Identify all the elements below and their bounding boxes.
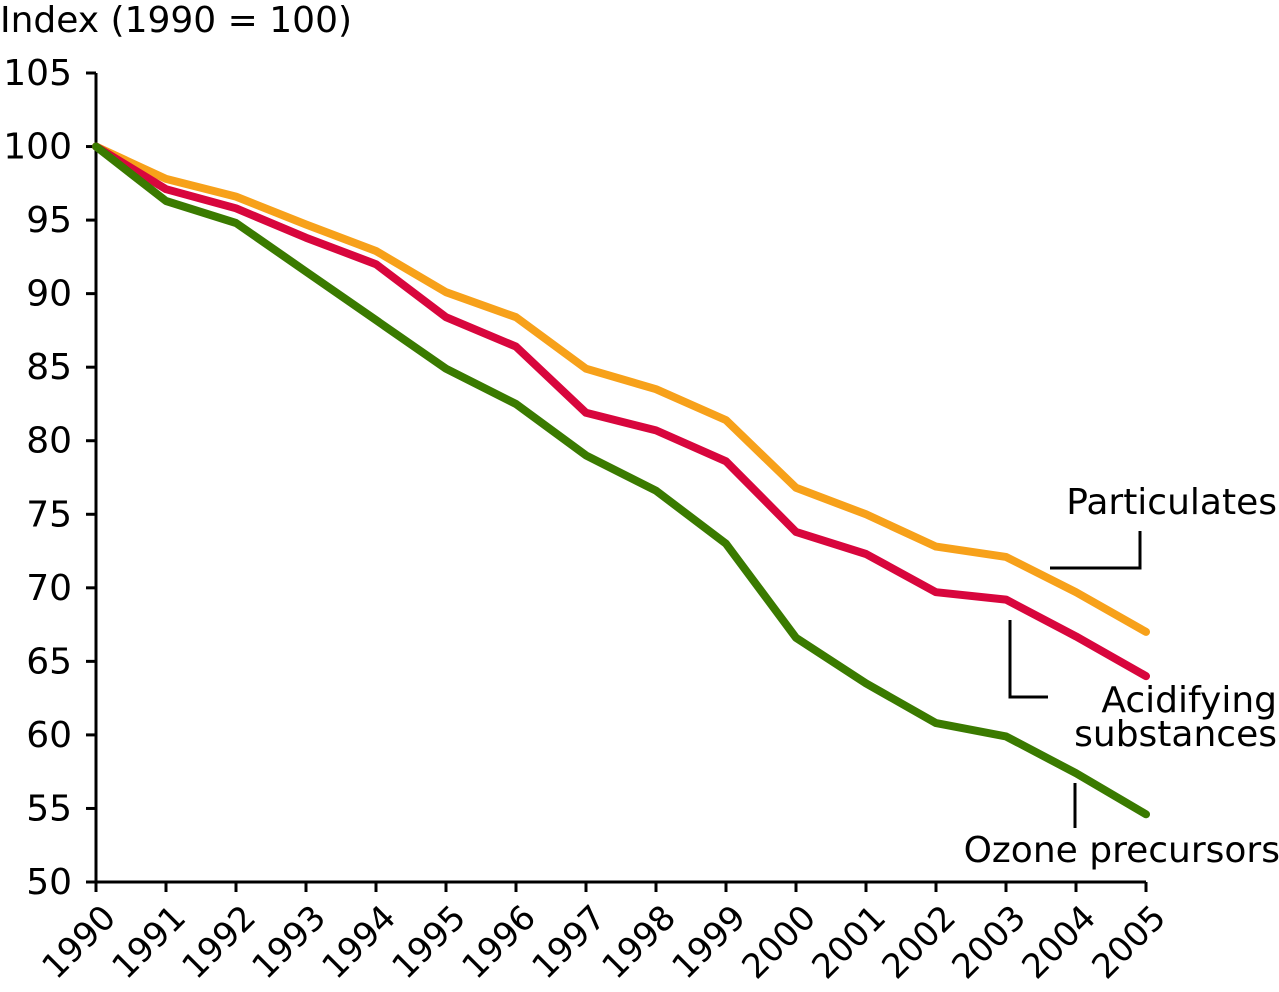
y-tick-label: 85 xyxy=(26,347,72,388)
y-tick-label: 100 xyxy=(3,127,72,168)
x-tick-label: 1993 xyxy=(244,898,333,987)
x-tick-label: 1991 xyxy=(104,898,193,987)
y-tick-label: 50 xyxy=(26,862,72,903)
x-tick-label: 2003 xyxy=(944,898,1033,987)
x-tick-label: 1990 xyxy=(34,898,123,987)
series-label-line: Ozone precursors xyxy=(964,830,1279,871)
series-line-0 xyxy=(92,142,1150,636)
y-tick-label: 55 xyxy=(26,788,72,829)
series-lines xyxy=(92,142,1150,819)
y-axis-title: Index (1990 = 100) xyxy=(0,0,352,41)
x-tick-label: 2004 xyxy=(1014,898,1103,987)
x-tick-label: 1996 xyxy=(454,898,543,987)
x-tick-label: 2002 xyxy=(874,898,963,987)
x-tick-label: 1997 xyxy=(524,898,613,987)
y-tick-label: 90 xyxy=(26,274,72,315)
y-tick-label: 80 xyxy=(26,421,72,462)
x-tick-label: 1998 xyxy=(594,898,683,987)
x-tick-label: 2001 xyxy=(804,898,893,987)
label-leader-lines xyxy=(1008,531,1142,828)
y-tick-label: 60 xyxy=(26,715,72,756)
y-tick-label: 105 xyxy=(3,53,72,94)
x-tick-label: 1995 xyxy=(384,898,473,987)
series-label-line: Acidifying xyxy=(1101,680,1277,721)
leader-line-0 xyxy=(1050,531,1142,570)
x-tick-label: 1992 xyxy=(174,898,263,987)
leader-line-1 xyxy=(1008,620,1048,699)
x-tick-label: 2005 xyxy=(1084,898,1173,987)
series-label-1: Acidifying substances xyxy=(1074,680,1277,755)
x-tick-label: 1999 xyxy=(664,898,753,987)
series-label-line: substances xyxy=(1074,714,1277,755)
y-tick-label: 70 xyxy=(26,568,72,609)
y-tick-label: 75 xyxy=(26,494,72,535)
y-tick-label: 65 xyxy=(26,641,72,682)
series-labels: Particulates Acidifying substances Ozone pr… xyxy=(964,482,1279,871)
series-line-2 xyxy=(92,142,1150,819)
x-tick-label: 2000 xyxy=(734,898,823,987)
series-label-line: Particulates xyxy=(1066,482,1277,523)
x-tick-label: 1994 xyxy=(314,898,403,987)
series-label-2: Ozone precursors xyxy=(964,830,1279,871)
series-line-1 xyxy=(92,142,1150,681)
y-tick-label: 95 xyxy=(26,200,72,241)
series-label-0: Particulates xyxy=(1066,482,1277,523)
